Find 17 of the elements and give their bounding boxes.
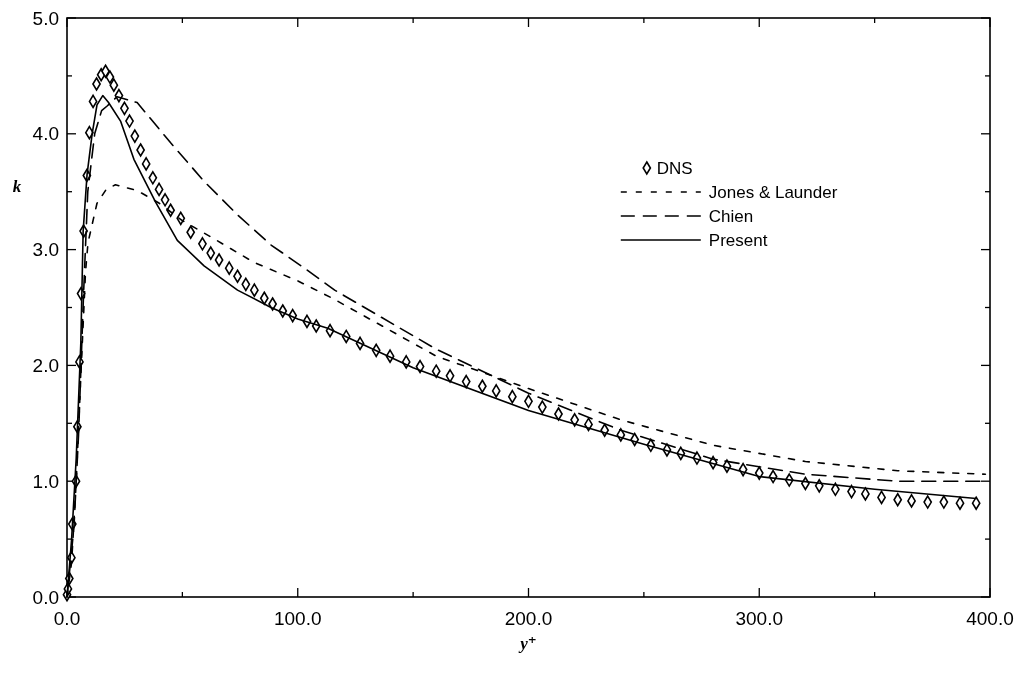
y-tick-label: 3.0 — [32, 239, 59, 261]
x-axis-title: y⁺ — [518, 634, 537, 653]
y-axis-title: k — [12, 176, 22, 196]
x-tick-label: 300.0 — [735, 608, 784, 629]
y-tick-label: 2.0 — [32, 355, 59, 377]
y-tick-label: 4.0 — [32, 123, 59, 145]
y-tick-label: 5.0 — [32, 7, 59, 29]
x-tick-label: 0.0 — [53, 608, 81, 629]
legend-label: Chien — [708, 206, 754, 226]
legend-label: Jones & Launder — [708, 182, 838, 202]
x-tick-label: 200.0 — [504, 608, 553, 629]
y-tick-label: 0.0 — [32, 586, 59, 608]
legend-label: DNS — [656, 158, 693, 178]
legend-label: Present — [708, 230, 768, 250]
x-tick-label: 400.0 — [966, 608, 1014, 629]
y-tick-label: 1.0 — [32, 470, 59, 492]
x-tick-label: 100.0 — [273, 608, 322, 629]
